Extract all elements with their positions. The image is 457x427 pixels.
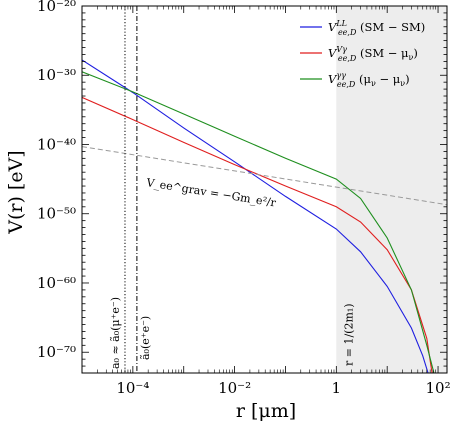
y-tick-label: 10⁻⁶⁰	[37, 274, 76, 292]
series-line-1	[82, 96, 433, 373]
series-line-3	[82, 146, 447, 206]
y-tick-label: 10⁻⁵⁰	[37, 205, 76, 223]
y-axis-label: V(r) [eV]	[5, 150, 27, 234]
x-tick-label: 10⁻²	[218, 379, 251, 397]
y-tick-label: 10⁻³⁰	[37, 66, 76, 84]
y-tick-label: 10⁻⁴⁰	[37, 135, 76, 153]
legend-entry-0: VLL ee,D (SM − SM)	[328, 19, 425, 37]
x-tick-label: 1	[332, 379, 342, 397]
shaded-region	[336, 6, 447, 373]
x-axis-label: r [μm]	[236, 400, 296, 422]
plot-frame	[81, 5, 448, 374]
y-tick-label: 10⁻⁷⁰	[37, 343, 76, 361]
vline-label-1: ã₀(e⁺e⁻)	[139, 316, 152, 360]
y-tick-label: 10⁻²⁰	[37, 0, 76, 15]
legend-entry-1: VVγ ee,D (SM − μν)	[328, 45, 418, 63]
vline-label-0: a₀ ≈ ã₀(μ⁺e⁻)	[109, 297, 122, 369]
axis-ticks: 10⁻²⁰ 10⁻³⁰ 10⁻⁴⁰ 10⁻⁵⁰ 10⁻⁶⁰ 10⁻⁷⁰ 10⁻⁴ 10⁻² 1 1…	[37, 0, 451, 397]
x-tick-label: 10⁻⁴	[116, 379, 149, 397]
plot-area	[336, 6, 447, 373]
vline-label-2: r = 1/(2m₁)	[342, 303, 355, 366]
series-line-0	[82, 59, 429, 373]
series-line-2	[82, 71, 435, 373]
grav-annotation: V_ee^grav = −Gm_e²/r	[145, 176, 278, 210]
x-tick-label: 10²	[425, 379, 450, 397]
legend-entry-2: Vγγ ee,D (μν − μν)	[328, 71, 410, 89]
legend: VLL ee,D (SM − SM) VVγ ee,D (SM − μν) Vγγ ee,…	[300, 19, 425, 89]
